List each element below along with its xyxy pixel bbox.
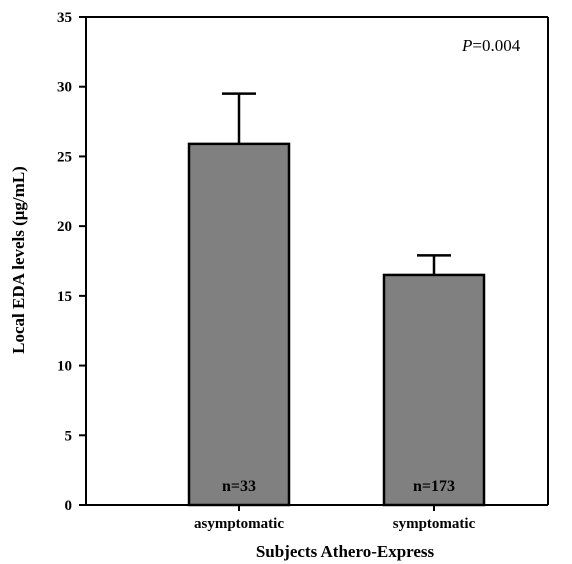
p-value-annotation: P=0.004: [461, 36, 521, 55]
bar-symptomatic: [382, 273, 486, 507]
y-axis-ticks: 0 5 10 15 20 25 30 35: [57, 10, 86, 514]
x-tick-label: asymptomatic: [194, 516, 284, 532]
y-tick-label: 30: [57, 80, 72, 96]
x-axis-ticks: asymptomatic symptomatic: [194, 505, 476, 532]
y-axis-title: Local EDA levels (μg/mL): [9, 166, 28, 354]
y-tick-label: 5: [65, 428, 73, 444]
y-tick-label: 25: [57, 149, 72, 165]
x-tick-label: symptomatic: [393, 516, 476, 532]
y-tick-label: 15: [57, 289, 72, 305]
y-tick-label: 20: [57, 219, 72, 235]
bar-n-label: n=173: [413, 478, 455, 495]
x-axis-title: Subjects Athero-Express: [256, 542, 435, 561]
y-tick-label: 0: [65, 498, 73, 514]
y-tick-label: 10: [57, 359, 72, 375]
y-tick-label: 35: [57, 10, 72, 26]
bars-group: n=33 n=173: [187, 92, 486, 507]
bar-n-label: n=33: [222, 478, 256, 495]
bar-asymptomatic: [187, 142, 291, 507]
